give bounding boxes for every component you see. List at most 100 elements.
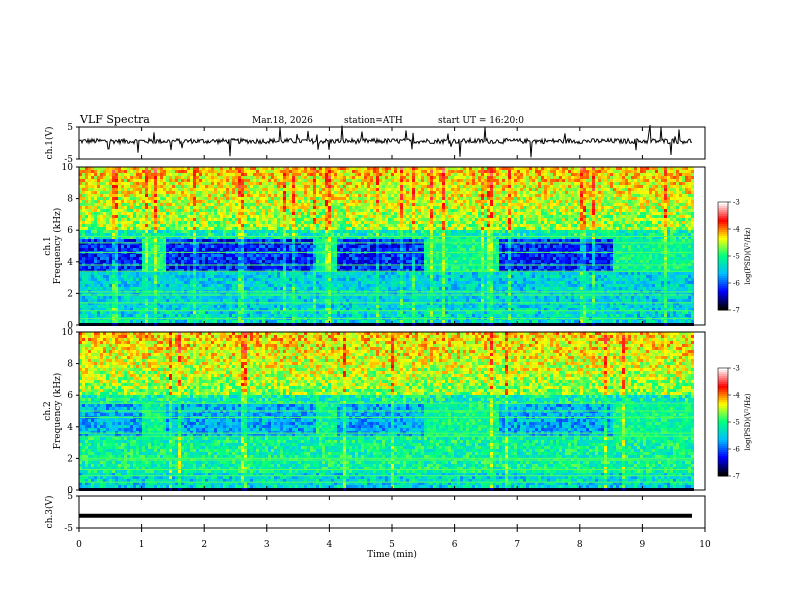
spec-cell — [238, 239, 241, 242]
spec-cell — [193, 230, 196, 233]
spec-cell — [115, 266, 118, 269]
spec-cell — [106, 275, 109, 278]
spec-cell — [274, 311, 277, 314]
spec-cell — [154, 185, 157, 188]
spec-cell — [109, 305, 112, 308]
spec-cell — [313, 272, 316, 275]
spec-cell — [124, 215, 127, 218]
spec-cell — [352, 179, 355, 182]
spec-cell — [160, 314, 163, 317]
spec-cell — [307, 272, 310, 275]
spec-cell — [124, 212, 127, 215]
spec-cell — [238, 305, 241, 308]
spec-cell — [256, 212, 259, 215]
spec-cell — [103, 299, 106, 302]
spec-cell — [334, 182, 337, 185]
spec-cell — [343, 284, 346, 287]
spec-cell — [223, 230, 226, 233]
spec-cell — [274, 245, 277, 248]
spec-cell — [91, 179, 94, 182]
spec-cell — [235, 185, 238, 188]
spec-cell — [187, 281, 190, 284]
spec-cell — [322, 287, 325, 290]
spec-cell — [313, 260, 316, 263]
spec-cell — [103, 176, 106, 179]
spec-cell — [196, 254, 199, 257]
spec-cell — [280, 260, 283, 263]
spec-cell — [358, 206, 361, 209]
spec-cell — [229, 257, 232, 260]
spec-cell — [238, 185, 241, 188]
spec-cell — [250, 206, 253, 209]
spec-cell — [205, 191, 208, 194]
spec-cell — [91, 170, 94, 173]
spec-cell — [172, 206, 175, 209]
spec-cell — [112, 173, 115, 176]
spec-cell — [202, 203, 205, 206]
spec-cell — [154, 233, 157, 236]
spec-cell — [214, 197, 217, 200]
spec-cell — [241, 191, 244, 194]
spec-cell — [133, 188, 136, 191]
spec-cell — [337, 287, 340, 290]
spec-cell — [346, 239, 349, 242]
spec-cell — [340, 227, 343, 230]
spec-cell — [148, 182, 151, 185]
spec-cell — [211, 239, 214, 242]
spec-cell — [157, 284, 160, 287]
spec-cell — [151, 218, 154, 221]
spec-cell — [196, 188, 199, 191]
spec-cell — [199, 203, 202, 206]
spec-cell — [130, 257, 133, 260]
spec-cell — [160, 218, 163, 221]
spec-cell — [130, 248, 133, 251]
spec-cell — [220, 191, 223, 194]
spec-cell — [316, 278, 319, 281]
spec-cell — [139, 257, 142, 260]
spec-cell — [178, 233, 181, 236]
spec-cell — [133, 206, 136, 209]
spec-cell — [208, 191, 211, 194]
spec-cell — [217, 287, 220, 290]
spec-cell — [265, 305, 268, 308]
spec-cell — [220, 233, 223, 236]
spec-cell — [295, 230, 298, 233]
spec-cell — [238, 173, 241, 176]
spec-cell — [262, 299, 265, 302]
spec-cell — [115, 248, 118, 251]
spec-cell — [298, 266, 301, 269]
spec-cell — [340, 215, 343, 218]
chart-title: VLF Spectra — [79, 113, 150, 126]
spec-cell — [208, 203, 211, 206]
spec-cell — [163, 215, 166, 218]
spec-cell — [193, 296, 196, 299]
spec-cell — [172, 266, 175, 269]
spec-cell — [220, 281, 223, 284]
spec-cell — [211, 230, 214, 233]
spec-cell — [130, 194, 133, 197]
spec-cell — [346, 215, 349, 218]
spec-cell — [94, 260, 97, 263]
spec-cell — [130, 209, 133, 212]
spec-cell — [232, 203, 235, 206]
spec-cell — [274, 266, 277, 269]
spec-cell — [331, 173, 334, 176]
spec-cell — [244, 179, 247, 182]
spec-cell — [208, 215, 211, 218]
spec-cell — [88, 233, 91, 236]
spec-cell — [202, 176, 205, 179]
spec-cell — [310, 287, 313, 290]
spec-cell — [259, 272, 262, 275]
spec-cell — [160, 191, 163, 194]
spec-cell — [103, 311, 106, 314]
spec-cell — [319, 257, 322, 260]
spec-cell — [286, 320, 289, 323]
spec-cell — [223, 224, 226, 227]
spec-cell — [94, 275, 97, 278]
spec-cell — [304, 284, 307, 287]
spec-cell — [82, 215, 85, 218]
spec-cell — [358, 182, 361, 185]
spec-cell — [184, 314, 187, 317]
spec-cell — [193, 191, 196, 194]
spec-cell — [283, 185, 286, 188]
